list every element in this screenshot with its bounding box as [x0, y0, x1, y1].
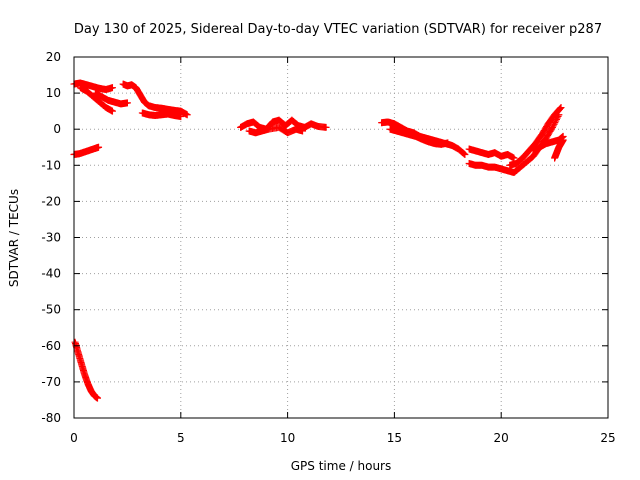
- x-tick-label: 15: [387, 431, 402, 445]
- data-point: [177, 113, 185, 121]
- data-point: [444, 139, 452, 147]
- x-tick-labels: 0 5 10 15 20 25: [70, 431, 615, 445]
- data-point-fill: [460, 150, 468, 158]
- y-tick-label: -80: [41, 411, 61, 425]
- data-point: [183, 111, 191, 119]
- data-point: [299, 127, 307, 135]
- x-tick-label: 20: [494, 431, 509, 445]
- data-point: [559, 136, 567, 144]
- series-arc-2: [76, 84, 116, 115]
- data-point: [108, 84, 116, 92]
- data-point: [548, 123, 556, 131]
- chart-title: Day 130 of 2025, Sidereal Day-to-day VTE…: [74, 22, 602, 37]
- y-tick-label: 0: [53, 122, 61, 136]
- axis-ticks: [73, 56, 609, 419]
- data-point: [108, 107, 116, 115]
- y-tick-label: 20: [46, 50, 61, 64]
- series-arc-7: [71, 338, 101, 402]
- y-tick-label: -40: [41, 267, 61, 281]
- x-tick-label: 0: [70, 431, 78, 445]
- data-point-fill: [551, 119, 559, 127]
- x-tick-label: 25: [600, 431, 615, 445]
- data-point-fill: [549, 122, 557, 130]
- data-point: [322, 123, 330, 131]
- data-point: [510, 154, 518, 162]
- data-point: [95, 143, 103, 151]
- y-tick-label: -30: [41, 231, 61, 245]
- grid-lines: [74, 57, 608, 418]
- data-point: [123, 99, 131, 107]
- data-markers: [70, 79, 567, 402]
- series-arc-9: [245, 123, 307, 137]
- y-tick-label: -10: [41, 158, 61, 172]
- series-arc-16: [551, 136, 567, 162]
- y-axis-label: SDTVAR / TECUs: [7, 189, 21, 287]
- series-arc-12: [465, 145, 518, 162]
- series-arc-1: [70, 79, 116, 93]
- y-tick-label: -50: [41, 303, 61, 317]
- series-arc-11: [386, 125, 452, 148]
- y-tick-label: -20: [41, 194, 61, 208]
- data-point-fill: [550, 120, 558, 128]
- series-arc-13: [465, 111, 563, 177]
- x-tick-label: 10: [280, 431, 295, 445]
- data-point-fill: [459, 149, 467, 157]
- x-axis-label: GPS time / hours: [291, 459, 392, 473]
- y-tick-label: -70: [41, 375, 61, 389]
- data-point: [557, 104, 565, 112]
- data-point: [461, 150, 469, 158]
- series-arc-3: [91, 89, 131, 108]
- data-point-fill: [548, 125, 556, 133]
- y-tick-label: 10: [46, 86, 61, 100]
- data-point: [93, 394, 101, 402]
- series-arc-6: [70, 143, 103, 158]
- data-point-fill: [556, 104, 564, 112]
- y-tick-label: -60: [41, 339, 61, 353]
- series-arc-5: [138, 109, 185, 121]
- y-tick-labels: -80 -70 -60 -50 -40 -30 -20 -10 0 10 20: [41, 50, 61, 425]
- x-tick-label: 5: [177, 431, 185, 445]
